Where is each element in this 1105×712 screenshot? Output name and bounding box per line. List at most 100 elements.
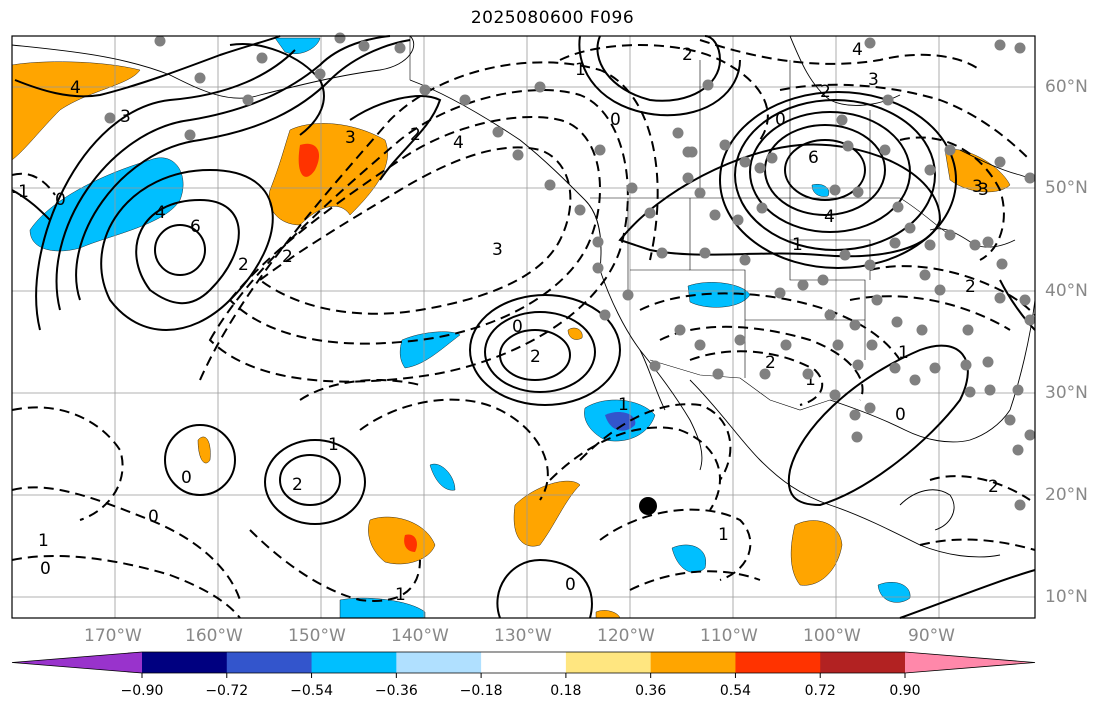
shade-blue-top (274, 37, 321, 54)
dashed-contours (11, 39, 1036, 619)
contour-label: -1 (12, 182, 29, 202)
dash-south-7 (629, 570, 761, 591)
contour-ridge-5 (55, 35, 391, 311)
contour-label: 1 (805, 370, 816, 390)
lat-label-60n: 60°N (1045, 77, 1088, 97)
contour-label: 1 (575, 60, 586, 80)
contour-label: 4 (824, 207, 835, 227)
contour-label: 0 (565, 575, 576, 595)
contour-label: 3 (120, 107, 131, 127)
state-line-2 (689, 198, 746, 378)
colorbar-segment (650, 652, 736, 673)
colorbar-tick-label: −0.72 (205, 683, 249, 699)
colorbar-segment (820, 652, 906, 673)
lon-label-100w: 100°W (803, 626, 861, 646)
colorbar-segment (565, 652, 652, 673)
contour-label: 3 (492, 240, 503, 260)
shade-orange-mexico (790, 520, 843, 586)
dash-us-1 (639, 292, 901, 361)
dash-us-2 (659, 325, 864, 401)
colorbar-tick-label: −0.90 (120, 683, 164, 699)
lon-label-170w: 170°W (84, 626, 142, 646)
dash-canada-low-2 (699, 39, 981, 71)
dash-west-edge (11, 172, 56, 196)
contour-label: 1 (618, 395, 629, 415)
shade-orange-gulf (268, 123, 388, 226)
coast-california (599, 269, 666, 411)
contour-label: 0 (148, 507, 159, 527)
colorbar-segment (481, 652, 567, 673)
contour-canada-1 (784, 139, 866, 201)
contour-label: 0 (610, 110, 621, 130)
coast-mexico (689, 379, 1001, 558)
contour-label: 1 (792, 235, 803, 255)
contour-canada-5 (719, 91, 957, 269)
coast-quebec (959, 149, 1036, 181)
contour-ridge-6 (35, 49, 296, 331)
dash-south-3 (11, 555, 241, 619)
contour-label: 4 (155, 203, 166, 223)
contour-label: 1 (38, 531, 49, 551)
dash-south-5 (359, 398, 549, 501)
contour-label: 2 (530, 347, 541, 367)
contour-label: 2 (292, 475, 303, 495)
border-us-mexico (649, 359, 831, 411)
contour-label: 6 (808, 148, 819, 168)
border-us-canada (590, 197, 951, 236)
shade-blue-bottom (339, 597, 426, 619)
contour-southeast-1 (787, 344, 969, 507)
contour-high-west-2 (135, 198, 240, 305)
contour-mid-high-2 (484, 311, 596, 393)
contour-west-low (164, 424, 236, 496)
contour-label: 2 (988, 477, 999, 497)
dash-south-4 (249, 529, 421, 602)
lon-label-130w: 130°W (494, 626, 552, 646)
lon-label-90w: 90°W (908, 626, 955, 646)
contour-label: 1 (898, 343, 909, 363)
contour-label: 1 (328, 435, 339, 455)
contour-label: 2 (682, 45, 693, 65)
lat-label-30n: 30°N (1045, 383, 1088, 403)
dash-sw-1 (579, 403, 732, 481)
contour-southeast-2 (899, 569, 1036, 619)
contour-high-west-3 (100, 168, 274, 331)
contour-north-1 (349, 95, 442, 181)
shade-red-140w (404, 534, 417, 552)
contour-east-edge (999, 279, 1036, 331)
shade-orange-140w (368, 516, 436, 565)
lon-label-160w: 160°W (185, 626, 243, 646)
shade-blue-115w (671, 544, 706, 573)
contour-label: 2 (410, 125, 421, 145)
colorbar-segment (142, 652, 228, 673)
contour-high-west-1 (154, 224, 206, 276)
contour-label: 4 (453, 133, 464, 153)
colorbar-segment (311, 652, 397, 673)
shade-darkblue-baja (605, 411, 636, 431)
dash-south-2 (11, 486, 241, 601)
colorbar-segment (226, 652, 313, 673)
contour-label: 2 (282, 247, 293, 267)
contour-label: 3 (978, 180, 989, 200)
contour-label: 0 (775, 110, 786, 130)
colorbar-tick-label: 0.18 (550, 683, 582, 699)
contour-label: 0 (895, 405, 906, 425)
location-marker (639, 497, 657, 515)
dash-se-2 (919, 538, 1036, 551)
plot-title: 2025080600 F096 (470, 8, 635, 28)
contour-label: 0 (181, 468, 192, 488)
colorbar-extend-low (12, 652, 142, 673)
colorbar-tick-label: 0.54 (719, 683, 752, 699)
contour-label: 2 (238, 255, 249, 275)
colorbar-tick-label: 0.72 (804, 683, 836, 699)
lon-label-150w: 150°W (288, 626, 346, 646)
contour-label: 0 (40, 559, 51, 579)
lat-label-40n: 40°N (1045, 281, 1088, 301)
contour-label: 6 (190, 217, 201, 237)
shade-red-gulf (298, 143, 320, 177)
colorbar (11, 651, 1036, 678)
contour-label: 2 (820, 82, 831, 102)
colorbar-segment (396, 652, 482, 673)
dash-trough-2 (228, 115, 601, 345)
colorbar-tick-label: 0.36 (635, 683, 667, 699)
dash-trough-4 (199, 61, 659, 381)
